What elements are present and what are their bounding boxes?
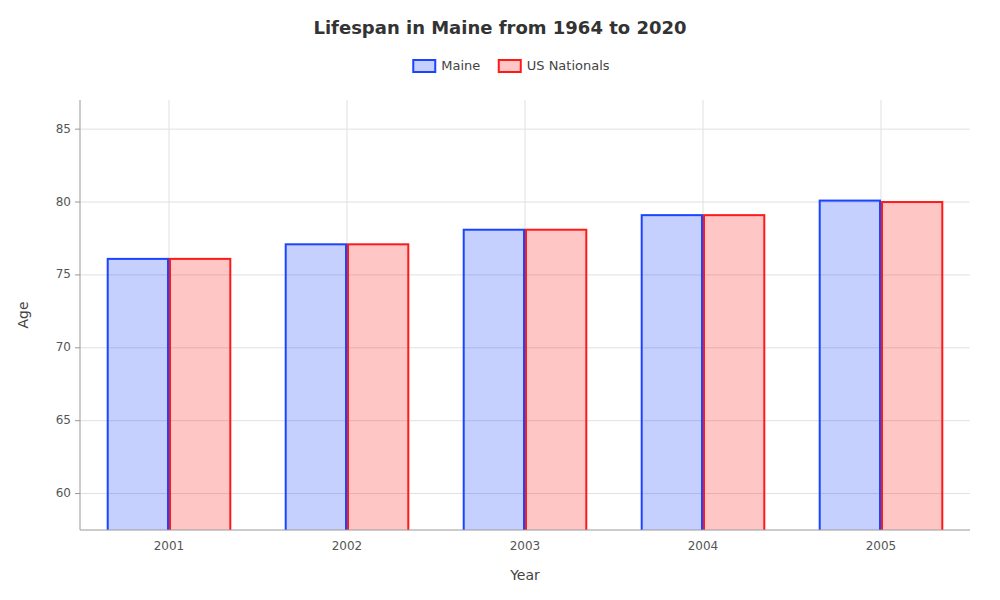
bar — [526, 230, 586, 530]
x-axis-label: Year — [509, 567, 540, 583]
bar — [108, 259, 168, 530]
legend-swatch — [499, 60, 521, 72]
bars — [108, 201, 943, 530]
bar — [348, 244, 408, 530]
bar — [464, 230, 524, 530]
y-tick — [75, 129, 80, 130]
y-tick-label: 85 — [56, 122, 71, 136]
x-tick-label: 2001 — [154, 539, 185, 553]
legend-swatch — [413, 60, 435, 72]
y-axis-line — [80, 100, 81, 530]
y-tick — [75, 347, 80, 348]
chart-title: Lifespan in Maine from 1964 to 2020 — [313, 17, 686, 38]
x-tick-label: 2003 — [510, 539, 541, 553]
y-tick — [75, 420, 80, 421]
y-tick-label: 80 — [56, 195, 71, 209]
x-tick-label: 2004 — [688, 539, 719, 553]
legend-label: Maine — [441, 58, 480, 73]
y-tick-label: 60 — [56, 486, 71, 500]
y-tick-label: 75 — [56, 267, 71, 281]
bar — [704, 215, 764, 530]
bar — [286, 244, 346, 530]
legend: Maine US Nationals — [413, 58, 610, 73]
y-tick-label: 70 — [56, 340, 71, 354]
legend-label: US Nationals — [527, 58, 610, 73]
x-axis-line — [80, 530, 970, 531]
y-tick — [75, 493, 80, 494]
y-tick — [75, 274, 80, 275]
bar — [170, 259, 230, 530]
y-tick — [75, 202, 80, 203]
x-tick-label: 2005 — [866, 539, 897, 553]
chart-container: 60 65 70 75 80 85 2001 2002 2003 2004 2005 Year Age L… — [0, 0, 1000, 600]
chart-svg: 60 65 70 75 80 85 2001 2002 2003 2004 2005 Year Age L… — [0, 0, 1000, 600]
bar — [882, 202, 942, 530]
y-axis-label: Age — [15, 301, 31, 328]
bar — [642, 215, 702, 530]
bar — [820, 201, 880, 530]
y-tick-label: 65 — [56, 413, 71, 427]
x-tick-label: 2002 — [332, 539, 363, 553]
